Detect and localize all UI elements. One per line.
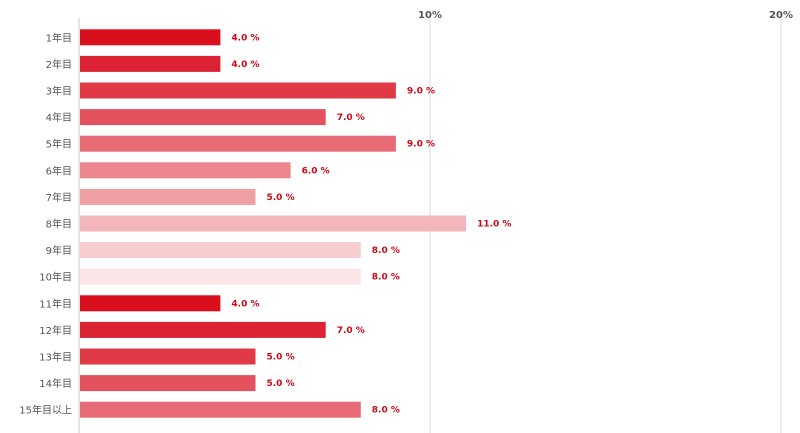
category-label: 3年目 xyxy=(46,85,72,98)
bar xyxy=(80,29,221,46)
data-label: 8.0 % xyxy=(372,273,400,283)
bar xyxy=(80,348,256,365)
category-label: 8年目 xyxy=(46,218,72,231)
bar xyxy=(80,215,467,232)
bar xyxy=(80,109,326,126)
data-label: 6.0 % xyxy=(302,166,330,176)
category-label: 7年目 xyxy=(46,191,72,204)
bar xyxy=(80,82,396,99)
data-label: 4.0 % xyxy=(231,60,259,70)
category-label: 13年目 xyxy=(39,351,72,364)
data-label: 7.0 % xyxy=(337,113,365,123)
bar xyxy=(80,242,361,259)
data-label: 8.0 % xyxy=(372,246,400,256)
data-label: 4.0 % xyxy=(231,33,259,43)
category-label: 11年目 xyxy=(39,297,72,310)
category-label: 9年目 xyxy=(46,244,72,257)
category-label: 1年目 xyxy=(46,31,72,44)
data-label: 5.0 % xyxy=(267,379,295,389)
bar xyxy=(80,321,326,338)
bar xyxy=(80,162,291,179)
data-label: 11.0 % xyxy=(477,220,511,230)
data-label: 9.0 % xyxy=(407,87,435,97)
category-label: 15年目以上 xyxy=(19,404,72,417)
x-tick-label: 20% xyxy=(769,10,793,21)
category-label: 10年目 xyxy=(39,271,72,284)
data-label: 9.0 % xyxy=(407,140,435,150)
bar xyxy=(80,268,361,285)
bar xyxy=(80,188,256,205)
category-label: 12年目 xyxy=(39,324,72,337)
data-label: 5.0 % xyxy=(267,353,295,363)
data-label: 4.0 % xyxy=(231,299,259,309)
data-label: 8.0 % xyxy=(372,406,400,416)
bar xyxy=(80,135,396,152)
x-tick-label: 10% xyxy=(418,10,442,21)
bar xyxy=(80,55,221,72)
bar xyxy=(80,295,221,312)
data-label: 7.0 % xyxy=(337,326,365,336)
category-label: 4年目 xyxy=(46,111,72,124)
category-label: 14年目 xyxy=(39,377,72,390)
bar xyxy=(80,375,256,392)
data-label: 5.0 % xyxy=(267,193,295,203)
category-label: 2年目 xyxy=(46,58,72,71)
bar xyxy=(80,401,361,418)
category-label: 5年目 xyxy=(46,138,72,151)
category-label: 6年目 xyxy=(46,164,72,177)
